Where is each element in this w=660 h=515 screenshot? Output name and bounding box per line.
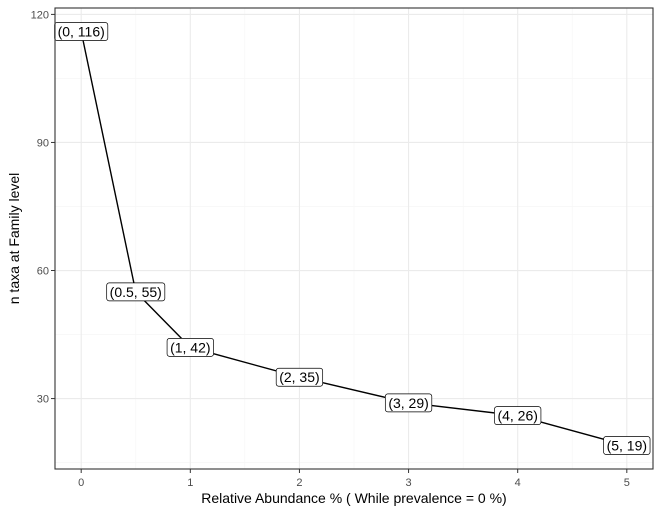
x-axis: 0 1 2 3 4 5 xyxy=(78,469,630,489)
data-label: (4, 26) xyxy=(494,406,542,425)
y-axis: 30 60 90 120 xyxy=(31,9,55,406)
x-tick-label: 1 xyxy=(187,477,193,489)
data-label-box xyxy=(384,393,433,413)
x-tick-label: 0 xyxy=(78,477,84,489)
data-label-text: (2, 35) xyxy=(279,369,319,385)
data-label-text: (0.5, 55) xyxy=(110,284,162,300)
data-label-box xyxy=(106,282,166,302)
x-tick-label: 3 xyxy=(405,477,411,489)
x-axis-title: Relative Abundance % ( While prevalence … xyxy=(201,490,506,506)
x-tick-label: 2 xyxy=(296,477,302,489)
data-label-box xyxy=(494,406,542,425)
data-label-text: (0, 116) xyxy=(58,23,105,39)
y-tick-label: 120 xyxy=(31,9,49,21)
data-label-box xyxy=(603,436,651,455)
data-label: (1, 42) xyxy=(166,337,214,357)
x-tick-label: 4 xyxy=(515,477,521,489)
data-label-box xyxy=(166,337,214,357)
data-label: (0.5, 55) xyxy=(106,282,166,302)
y-axis-title: n taxa at Family level xyxy=(6,173,22,305)
data-label: (2, 35) xyxy=(275,367,324,387)
data-label: (0, 116) xyxy=(54,22,109,41)
data-labels: (0, 116) (0.5, 55) (1, 42) (2, 35) (3, 29) (4… xyxy=(54,22,651,455)
data-label-text: (1, 42) xyxy=(170,339,210,355)
data-label-box xyxy=(275,367,324,387)
panel-border xyxy=(54,7,654,470)
data-label: (5, 19) xyxy=(603,436,651,455)
y-tick-label: 90 xyxy=(37,137,49,149)
y-tick-label: 30 xyxy=(37,394,49,406)
x-tick-label: 5 xyxy=(624,477,630,489)
data-label-text: (5, 19) xyxy=(607,438,647,454)
data-label-text: (3, 29) xyxy=(388,395,428,411)
data-label-text: (4, 26) xyxy=(497,408,537,424)
grid-lines xyxy=(55,8,653,469)
data-label: (3, 29) xyxy=(384,393,433,413)
y-tick-label: 60 xyxy=(37,266,49,278)
